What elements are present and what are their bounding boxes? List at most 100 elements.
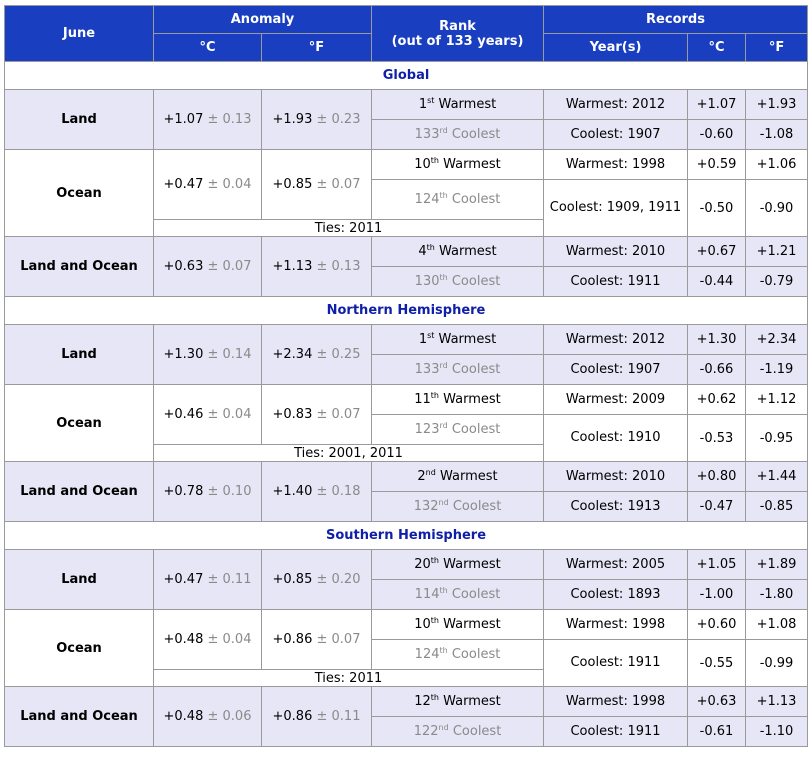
record-coolest-celsius: -1.00 (687, 579, 746, 610)
warmest-rank-suffix: st (427, 96, 435, 105)
table-row: Land +1.30 ± 0.14 +2.34 ± 0.25 1st Warmest W… (4, 324, 809, 385)
table-row: 123rd Coolest Coolest: 1910 -0.53 -0.95 (5, 414, 809, 462)
record-warmest-fahrenheit: +1.44 (744, 461, 809, 492)
warmest-rank-suffix: nd (425, 468, 436, 477)
anomaly-fahrenheit: +0.85 ± 0.07 (261, 149, 372, 220)
anomaly-celsius-value: +1.07 (163, 112, 204, 127)
record-warmest-fahrenheit: +1.08 (744, 609, 809, 640)
coolest-rank-number: 114 (414, 587, 440, 602)
warmest-rank: 1st Warmest (371, 324, 544, 355)
plus-minus-symbol: ± (316, 632, 328, 647)
record-warmest-year: Warmest: 2010 (543, 461, 688, 492)
record-warmest-celsius: +1.30 (687, 324, 746, 355)
coolest-rank-number: 124 (414, 192, 440, 207)
anomaly-celsius-uncertainty: 0.11 (222, 572, 252, 587)
table-row: Land and Ocean +0.63 ± 0.07 +1.13 ± 0.13 4t… (4, 236, 809, 297)
warmest-rank-number: 11 (414, 392, 431, 407)
warmest-rank-suffix: th (430, 156, 439, 165)
plus-minus-symbol: ± (316, 347, 328, 362)
record-coolest-year: Coolest: 1907 (543, 354, 688, 385)
record-coolest-year: Coolest: 1913 (543, 491, 688, 522)
record-coolest-celsius: -0.61 (687, 716, 746, 747)
ties-note: Ties: 2011 (153, 669, 544, 687)
plus-minus-symbol: ± (207, 709, 219, 724)
anomaly-fahrenheit: +1.40 ± 0.18 (261, 461, 372, 522)
anomaly-celsius-value: +0.48 (163, 709, 204, 724)
anomaly-fahrenheit: +0.86 ± 0.07 (261, 609, 372, 670)
coolest-rank: 130th Coolest (371, 266, 544, 297)
anomaly-celsius: +1.30 ± 0.14 (153, 324, 262, 385)
coolest-rank: 122nd Coolest (371, 716, 544, 747)
record-warmest-fahrenheit: +1.89 (744, 549, 809, 580)
ties-note: Ties: 2001, 2011 (153, 444, 544, 462)
coolest-rank-number: 130 (414, 274, 440, 289)
warmest-rank-number: 1 (418, 332, 428, 347)
anomaly-fahrenheit-uncertainty: 0.23 (331, 112, 361, 127)
anomaly-celsius: +0.47 ± 0.11 (153, 549, 262, 610)
warmest-rank-label: Warmest (443, 617, 501, 632)
coolest-rank: 124th Coolest (371, 639, 544, 670)
record-coolest-celsius: -0.60 (687, 119, 746, 150)
plus-minus-symbol: ± (316, 407, 328, 422)
plus-minus-symbol: ± (316, 572, 328, 587)
record-warmest-year: Warmest: 1998 (543, 686, 688, 717)
coolest-rank: 123rd Coolest (371, 414, 544, 445)
anomaly-fahrenheit: +1.13 ± 0.13 (261, 236, 372, 297)
record-coolest-year: Coolest: 1909, 1911 (543, 179, 688, 237)
coolest-rank-suffix: rd (439, 126, 448, 135)
record-warmest-celsius: +0.60 (687, 609, 746, 640)
coolest-rank-label: Coolest (452, 499, 502, 514)
record-warmest-fahrenheit: +1.06 (744, 149, 809, 180)
coolest-rank-label: Coolest (451, 362, 501, 377)
region-row: Northern Hemisphere (3, 296, 809, 325)
record-coolest-fahrenheit: -0.79 (744, 266, 809, 297)
anomaly-fahrenheit-uncertainty: 0.07 (331, 632, 361, 647)
anomaly-fahrenheit-value: +0.83 (272, 407, 313, 422)
warmest-rank: 2nd Warmest (371, 461, 544, 492)
plus-minus-symbol: ± (207, 112, 219, 127)
record-warmest-year: Warmest: 2010 (543, 236, 688, 267)
anomaly-celsius: +0.48 ± 0.04 (153, 609, 262, 670)
anomaly-celsius-value: +0.47 (163, 572, 204, 587)
record-warmest-celsius: +1.07 (687, 89, 746, 120)
coolest-rank-label: Coolest (451, 127, 501, 142)
plus-minus-symbol: ± (207, 572, 219, 587)
month-header: June (4, 5, 154, 62)
table-row: 133rd Coolest Coolest: 1907 -0.66 -1.19 (5, 354, 809, 385)
coolest-rank-label: Coolest (451, 274, 501, 289)
warmest-rank: 4th Warmest (371, 236, 544, 267)
table-row: Land +0.47 ± 0.11 +0.85 ± 0.20 20th Warmest… (4, 549, 809, 610)
coolest-rank-label: Coolest (452, 724, 502, 739)
row-label: Land and Ocean (4, 461, 154, 522)
warmest-rank-suffix: st (427, 331, 435, 340)
anomaly-celsius-uncertainty: 0.04 (222, 632, 252, 647)
coolest-rank: 132nd Coolest (371, 491, 544, 522)
anomaly-celsius-uncertainty: 0.13 (222, 112, 252, 127)
warmest-rank-label: Warmest (443, 694, 501, 709)
warmest-rank-suffix: th (430, 556, 439, 565)
coolest-rank-suffix: th (439, 191, 448, 200)
warmest-rank-suffix: th (430, 693, 439, 702)
record-warmest-celsius: +0.67 (687, 236, 746, 267)
table-row: Ocean +0.47 ± 0.04 +0.85 ± 0.07 10th Warmes… (4, 149, 809, 237)
records-celsius-header: °C (687, 33, 746, 62)
row-label: Land and Ocean (4, 236, 154, 297)
rank-header: Rank (out of 133 years) (371, 5, 544, 62)
warmest-rank-number: 10 (414, 157, 431, 172)
record-coolest-year: Coolest: 1907 (543, 119, 688, 150)
anomaly-fahrenheit: +0.86 ± 0.11 (261, 686, 372, 747)
anomaly-header: Anomaly (153, 5, 372, 34)
warmest-rank-number: 10 (414, 617, 431, 632)
coolest-rank-suffix: th (439, 586, 448, 595)
table-row: 133rd Coolest Coolest: 1907 -0.60 -1.08 (5, 119, 809, 150)
record-coolest-year: Coolest: 1911 (543, 639, 688, 687)
record-coolest-celsius: -0.55 (687, 639, 746, 687)
record-warmest-year: Warmest: 2012 (543, 89, 688, 120)
coolest-rank: 114th Coolest (371, 579, 544, 610)
coolest-rank-suffix: th (439, 273, 448, 282)
warmest-rank: 12th Warmest (371, 686, 544, 717)
anomaly-fahrenheit-value: +2.34 (272, 347, 313, 362)
anomaly-celsius-value: +0.46 (163, 407, 204, 422)
coolest-rank-label: Coolest (451, 422, 501, 437)
table-row: Land and Ocean +0.78 ± 0.10 +1.40 ± 0.18 2n… (4, 461, 809, 522)
